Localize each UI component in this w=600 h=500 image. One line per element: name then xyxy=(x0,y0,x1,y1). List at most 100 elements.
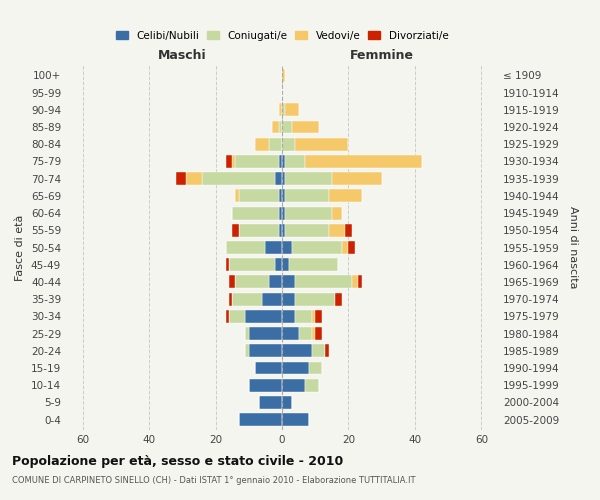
Bar xyxy=(229,292,232,306)
Bar xyxy=(329,190,362,202)
Bar xyxy=(342,241,349,254)
Bar xyxy=(315,310,322,323)
Bar xyxy=(262,292,282,306)
Text: COMUNE DI CARPINETO SINELLO (CH) - Dati ISTAT 1° gennaio 2010 - Elaborazione TUT: COMUNE DI CARPINETO SINELLO (CH) - Dati … xyxy=(12,476,415,485)
Bar xyxy=(278,206,282,220)
Bar xyxy=(286,206,332,220)
Bar xyxy=(239,190,278,202)
Bar xyxy=(332,172,382,185)
Bar xyxy=(295,276,352,288)
Bar xyxy=(278,155,282,168)
Bar xyxy=(278,120,282,134)
Y-axis label: Anni di nascita: Anni di nascita xyxy=(568,206,578,289)
Bar xyxy=(235,155,278,168)
Bar xyxy=(282,155,286,168)
Bar xyxy=(282,310,295,323)
Bar xyxy=(335,292,342,306)
Bar xyxy=(256,138,269,150)
Bar xyxy=(272,120,278,134)
Text: Maschi: Maschi xyxy=(158,50,206,62)
Bar xyxy=(308,362,322,374)
Bar xyxy=(286,155,305,168)
Bar xyxy=(232,224,239,236)
Bar xyxy=(226,241,265,254)
Bar xyxy=(282,104,286,116)
Bar xyxy=(332,206,342,220)
Bar xyxy=(282,190,286,202)
Bar xyxy=(286,224,329,236)
Bar xyxy=(282,379,305,392)
Text: Femmine: Femmine xyxy=(350,50,413,62)
Bar xyxy=(282,241,292,254)
Bar xyxy=(282,362,308,374)
Bar xyxy=(282,172,286,185)
Bar xyxy=(282,69,286,82)
Bar xyxy=(282,413,308,426)
Bar xyxy=(329,224,345,236)
Bar xyxy=(282,292,295,306)
Bar xyxy=(239,413,282,426)
Bar xyxy=(299,327,312,340)
Legend: Celibi/Nubili, Coniugati/e, Vedovi/e, Divorziati/e: Celibi/Nubili, Coniugati/e, Vedovi/e, Di… xyxy=(112,26,452,44)
Bar xyxy=(312,310,315,323)
Bar xyxy=(358,276,362,288)
Bar xyxy=(305,379,319,392)
Bar xyxy=(235,190,239,202)
Bar xyxy=(345,224,352,236)
Bar xyxy=(245,344,249,358)
Bar xyxy=(269,276,282,288)
Bar xyxy=(349,241,355,254)
Bar xyxy=(282,327,299,340)
Bar xyxy=(232,206,278,220)
Bar xyxy=(185,172,202,185)
Bar xyxy=(286,190,329,202)
Bar xyxy=(282,224,286,236)
Bar xyxy=(278,224,282,236)
Bar xyxy=(265,241,282,254)
Bar xyxy=(295,310,312,323)
Bar xyxy=(226,258,229,271)
Y-axis label: Fasce di età: Fasce di età xyxy=(16,214,25,280)
Bar xyxy=(275,258,282,271)
Bar xyxy=(275,172,282,185)
Bar xyxy=(239,224,278,236)
Bar xyxy=(305,155,422,168)
Bar xyxy=(245,310,282,323)
Bar xyxy=(295,292,335,306)
Bar xyxy=(325,344,329,358)
Bar xyxy=(312,344,325,358)
Bar xyxy=(278,190,282,202)
Bar xyxy=(282,258,289,271)
Bar xyxy=(249,344,282,358)
Bar xyxy=(249,379,282,392)
Bar xyxy=(315,327,322,340)
Bar xyxy=(202,172,275,185)
Bar xyxy=(312,327,315,340)
Text: Popolazione per età, sesso e stato civile - 2010: Popolazione per età, sesso e stato civil… xyxy=(12,455,343,468)
Bar xyxy=(232,155,235,168)
Bar xyxy=(259,396,282,409)
Bar xyxy=(256,362,282,374)
Bar xyxy=(289,258,338,271)
Bar xyxy=(352,276,358,288)
Bar xyxy=(226,155,232,168)
Bar xyxy=(282,344,312,358)
Bar xyxy=(282,396,292,409)
Bar xyxy=(282,138,295,150)
Bar xyxy=(282,206,286,220)
Bar xyxy=(292,241,342,254)
Bar xyxy=(235,276,269,288)
Bar xyxy=(282,120,292,134)
Bar xyxy=(269,138,282,150)
Bar xyxy=(249,327,282,340)
Bar xyxy=(286,104,299,116)
Bar xyxy=(286,172,332,185)
Bar xyxy=(278,104,282,116)
Bar xyxy=(295,138,349,150)
Bar xyxy=(292,120,319,134)
Bar xyxy=(232,292,262,306)
Bar xyxy=(226,310,229,323)
Bar xyxy=(229,276,235,288)
Bar xyxy=(282,276,295,288)
Bar xyxy=(229,258,275,271)
